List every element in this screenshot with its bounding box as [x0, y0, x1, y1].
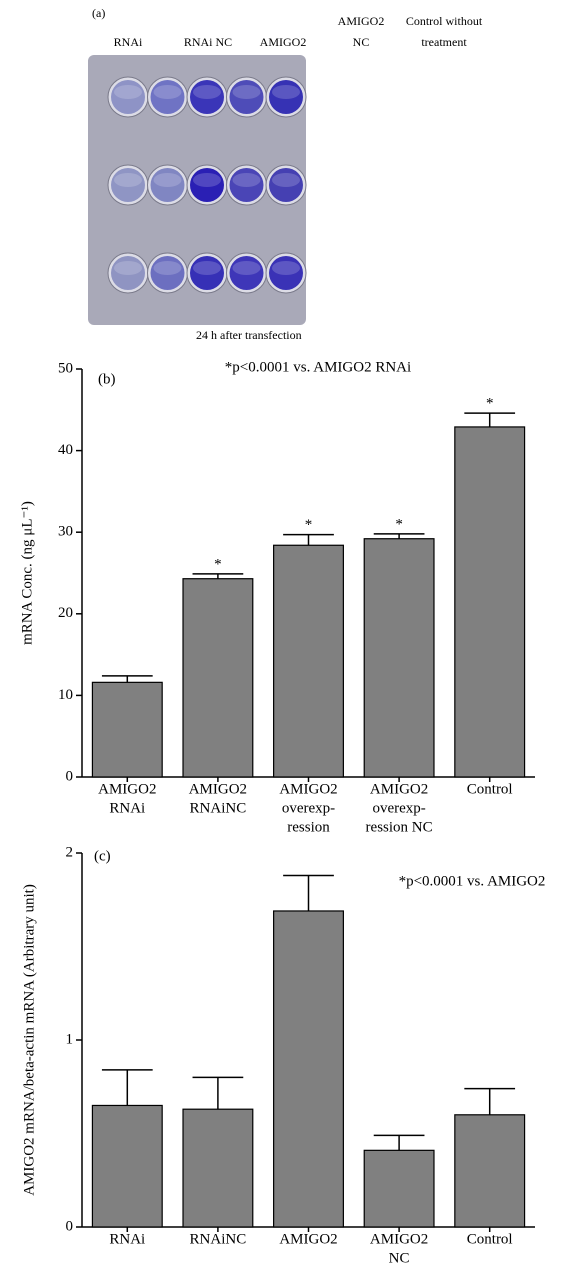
panel-label: (a)	[92, 6, 105, 20]
error-bar	[373, 1134, 425, 1151]
well-highlight	[153, 173, 182, 187]
well	[150, 80, 185, 114]
chart-subtitle: *p<0.0001 vs. AMIGO2 RNAi	[225, 359, 411, 375]
well-highlight	[153, 85, 182, 99]
well-highlight	[153, 261, 182, 275]
well	[190, 168, 224, 202]
y-tick-label: 1	[66, 1031, 74, 1047]
x-tick-label: RNAiNC	[190, 800, 247, 816]
y-tick-label: 50	[58, 360, 73, 376]
panel-label: (b)	[98, 371, 116, 387]
well-highlight	[272, 85, 300, 99]
x-tick-label: RNAi	[109, 1231, 145, 1247]
well-highlight	[193, 261, 221, 275]
well	[150, 168, 185, 202]
bar	[273, 910, 344, 1228]
column-label: treatment	[421, 35, 467, 49]
y-tick-label: 0	[66, 768, 74, 784]
error-bar	[192, 1076, 244, 1110]
column-label: AMIGO2	[260, 35, 307, 49]
bar	[454, 1114, 526, 1228]
bar	[363, 538, 435, 778]
x-tick-label: overexp-	[282, 800, 335, 816]
error-bar	[464, 1087, 516, 1115]
column-label: NC	[353, 35, 370, 49]
bar	[454, 426, 526, 778]
well-plate-photo	[88, 55, 307, 325]
significance-mark: *	[305, 517, 313, 533]
x-tick-label: AMIGO2	[279, 781, 337, 797]
column-label: RNAi	[114, 35, 143, 49]
significance-mark: *	[395, 516, 403, 532]
error-bar	[192, 573, 244, 579]
bar	[363, 1149, 435, 1228]
well-highlight	[232, 85, 261, 99]
error-bar	[101, 675, 153, 683]
well-highlight	[193, 173, 221, 187]
y-tick-label: 0	[66, 1218, 74, 1234]
x-tick-label: AMIGO2	[279, 1231, 337, 1247]
y-tick-label: 2	[66, 844, 74, 860]
well-highlight	[272, 261, 300, 275]
x-tick-label: ression NC	[366, 819, 433, 835]
well	[111, 168, 145, 202]
y-tick-label: 10	[58, 687, 73, 703]
bar	[182, 578, 254, 778]
column-label: RNAi NC	[184, 35, 232, 49]
well-highlight	[193, 85, 221, 99]
well-highlight	[114, 173, 142, 187]
well-highlight	[272, 173, 300, 187]
x-tick-label: NC	[389, 1250, 410, 1266]
x-tick-label: AMIGO2	[370, 781, 428, 797]
y-axis-label: mRNA Conc. (ng μL⁻¹)	[19, 501, 35, 645]
well	[190, 256, 224, 290]
x-tick-label: overexp-	[372, 800, 425, 816]
chart-subtitle: *p<0.0001 vs. AMIGO2	[399, 873, 546, 889]
bar	[91, 681, 163, 778]
well	[150, 256, 185, 290]
error-bar	[464, 412, 516, 427]
x-tick-label: RNAiNC	[190, 1231, 247, 1247]
y-tick-label: 30	[58, 524, 73, 540]
error-bar	[373, 533, 425, 539]
column-label: Control without	[406, 14, 483, 28]
x-tick-label: ression	[287, 819, 330, 835]
well	[229, 80, 264, 114]
panel-label: (c)	[94, 848, 111, 864]
y-tick-label: 20	[58, 605, 73, 621]
error-bar	[283, 874, 334, 911]
well	[269, 256, 303, 290]
well	[111, 256, 145, 290]
well-highlight	[232, 261, 261, 275]
x-tick-label: AMIGO2	[370, 1231, 428, 1247]
bar	[273, 544, 344, 778]
error-bar	[101, 1069, 153, 1106]
x-tick-label: AMIGO2	[189, 781, 247, 797]
well-highlight	[114, 261, 142, 275]
y-axis-label: AMIGO2 mRNA/beta-actin mRNA (Arbitrary u…	[21, 884, 37, 1196]
error-bar	[283, 533, 334, 546]
bar	[182, 1108, 254, 1228]
well	[229, 168, 264, 202]
x-tick-label: Control	[467, 1231, 513, 1247]
well	[190, 80, 224, 114]
column-label: AMIGO2	[338, 14, 385, 28]
well-highlight	[232, 173, 261, 187]
significance-mark: *	[486, 396, 494, 412]
well	[269, 168, 303, 202]
x-tick-label: AMIGO2	[98, 781, 156, 797]
well	[111, 80, 145, 114]
x-tick-label: Control	[467, 781, 513, 797]
y-tick-label: 40	[58, 442, 73, 458]
well-highlight	[114, 85, 142, 99]
caption: 24 h after transfection	[196, 328, 302, 342]
bar	[91, 1104, 163, 1228]
well	[229, 256, 264, 290]
x-tick-label: RNAi	[109, 800, 145, 816]
well	[269, 80, 303, 114]
significance-mark: *	[214, 556, 222, 572]
